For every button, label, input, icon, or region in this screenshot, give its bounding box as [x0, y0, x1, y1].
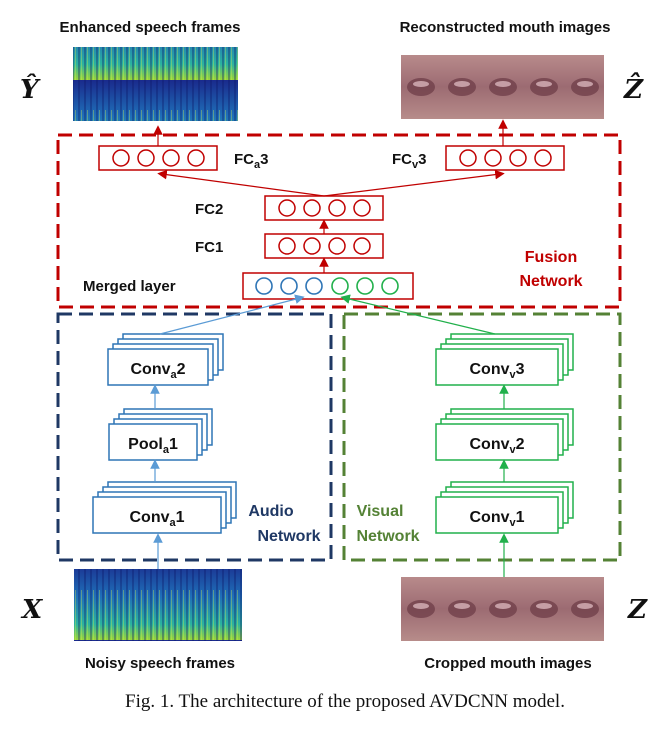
visual-conv3-block — [435, 333, 574, 386]
merged-layer-label: Merged layer — [83, 278, 176, 295]
audio-conv2-label: Conva2 — [130, 361, 185, 381]
fcv3-label: FCv3 — [392, 151, 426, 171]
x-symbol: X — [20, 595, 44, 625]
fca3-label: FCa3 — [234, 151, 268, 171]
fc2-layer — [264, 195, 384, 221]
fcv3-layer — [445, 145, 565, 171]
visual-conv2-block — [435, 408, 574, 461]
audio-network-title-2: Network — [257, 528, 320, 545]
z-symbol: Z — [627, 595, 648, 625]
audio-pool1-block — [108, 408, 213, 461]
noisy-speech-label: Noisy speech frames — [85, 655, 235, 672]
audio-conv1-label: Conva1 — [129, 509, 184, 529]
visual-network-title-1: Visual — [357, 503, 404, 520]
merged-layer — [242, 272, 414, 300]
visual-network-title-2: Network — [356, 528, 419, 545]
visual-conv1-block — [435, 481, 574, 534]
y-hat-symbol: Ŷ — [20, 73, 41, 105]
fca3-layer — [98, 145, 218, 171]
visual-conv1-label: Convv1 — [469, 509, 524, 529]
cropped-mouth-label: Cropped mouth images — [424, 655, 592, 672]
audio-pool1-label: Poola1 — [128, 436, 178, 456]
fusion-network-title-1: Fusion — [525, 249, 577, 266]
audio-arrows — [150, 294, 305, 574]
visual-arrows — [340, 294, 509, 580]
fc1-label: FC1 — [195, 239, 223, 256]
visual-conv3-label: Convv3 — [469, 361, 524, 381]
cropped-mouth-images — [401, 577, 604, 641]
visual-network-box — [342, 312, 622, 562]
visual-conv2-label: Convv2 — [469, 436, 524, 456]
fusion-arrows — [153, 119, 508, 273]
z-hat-symbol: Ẑ — [623, 72, 644, 105]
fc1-layer — [264, 233, 384, 259]
audio-network-box — [56, 312, 333, 562]
reconstructed-mouth-images — [401, 55, 604, 119]
enhanced-speech-label: Enhanced speech frames — [60, 19, 241, 36]
enhanced-spectrogram-image — [73, 47, 238, 121]
fusion-network-box — [56, 133, 622, 309]
audio-conv1-block — [92, 481, 237, 534]
audio-network-title-1: Audio — [248, 503, 294, 520]
fc2-label: FC2 — [195, 201, 223, 218]
figure-caption: Fig. 1. The architecture of the proposed… — [125, 691, 565, 712]
reconstructed-mouth-label: Reconstructed mouth images — [400, 19, 611, 36]
audio-conv2-block — [107, 333, 224, 386]
fusion-network-title-2: Network — [519, 273, 582, 290]
noisy-spectrogram-image — [74, 569, 242, 641]
